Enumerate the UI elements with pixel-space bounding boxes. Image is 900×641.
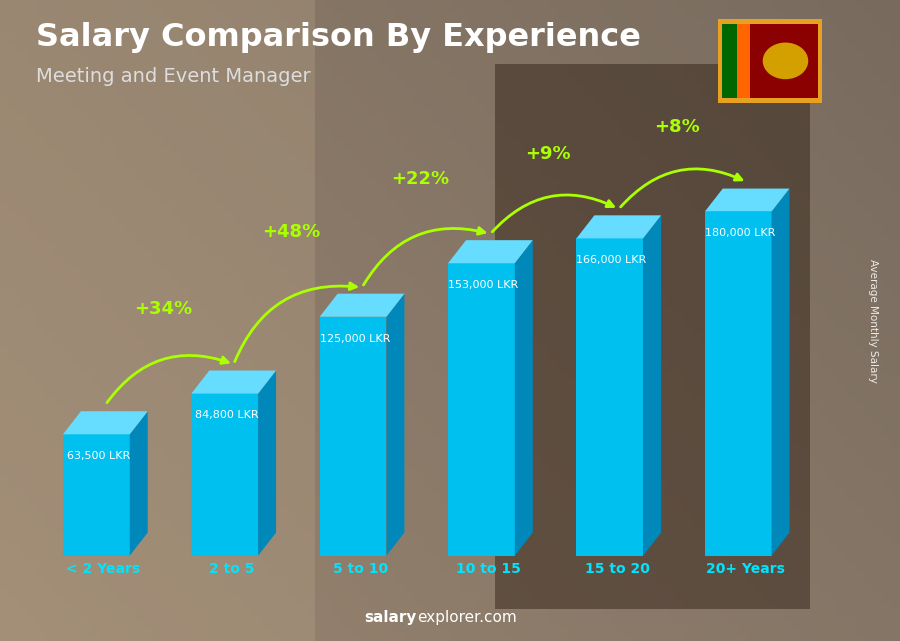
Text: 15 to 20: 15 to 20 <box>584 562 650 576</box>
Text: < 2 Years: < 2 Years <box>67 562 140 576</box>
Polygon shape <box>192 394 258 556</box>
Polygon shape <box>192 370 276 394</box>
Text: +22%: +22% <box>391 170 449 188</box>
Text: 180,000 LKR: 180,000 LKR <box>705 228 775 238</box>
Polygon shape <box>258 370 276 556</box>
Text: 2 to 5: 2 to 5 <box>209 562 255 576</box>
Polygon shape <box>386 294 404 556</box>
Text: +9%: +9% <box>526 145 571 163</box>
Bar <box>723 24 817 97</box>
Bar <box>0 0 315 641</box>
Bar <box>723 24 737 97</box>
Polygon shape <box>320 317 386 556</box>
Bar <box>751 24 817 97</box>
Polygon shape <box>63 412 148 435</box>
Polygon shape <box>771 188 789 556</box>
Polygon shape <box>63 435 130 556</box>
Text: explorer.com: explorer.com <box>417 610 517 625</box>
Text: Salary Comparison By Experience: Salary Comparison By Experience <box>36 22 641 53</box>
Text: 84,800 LKR: 84,800 LKR <box>194 410 258 420</box>
Polygon shape <box>130 412 148 556</box>
Text: Average Monthly Salary: Average Monthly Salary <box>868 258 878 383</box>
Polygon shape <box>320 294 404 317</box>
Text: Meeting and Event Manager: Meeting and Event Manager <box>36 67 310 87</box>
Polygon shape <box>448 263 515 556</box>
Polygon shape <box>448 240 533 263</box>
Text: +8%: +8% <box>653 118 699 136</box>
Text: 63,500 LKR: 63,500 LKR <box>67 451 130 461</box>
Text: 166,000 LKR: 166,000 LKR <box>577 255 647 265</box>
Text: 5 to 10: 5 to 10 <box>333 562 388 576</box>
Polygon shape <box>515 240 533 556</box>
Bar <box>495 64 810 609</box>
Polygon shape <box>576 215 662 238</box>
Circle shape <box>762 42 808 79</box>
Polygon shape <box>705 188 789 212</box>
Bar <box>737 24 751 97</box>
Text: 20+ Years: 20+ Years <box>706 562 785 576</box>
Text: 153,000 LKR: 153,000 LKR <box>448 280 518 290</box>
Polygon shape <box>576 238 644 556</box>
Text: 125,000 LKR: 125,000 LKR <box>320 333 390 344</box>
Text: 10 to 15: 10 to 15 <box>456 562 521 576</box>
Text: salary: salary <box>364 610 417 625</box>
Polygon shape <box>705 212 771 556</box>
Polygon shape <box>644 215 662 556</box>
Text: +34%: +34% <box>134 300 193 318</box>
Text: +48%: +48% <box>262 223 320 241</box>
